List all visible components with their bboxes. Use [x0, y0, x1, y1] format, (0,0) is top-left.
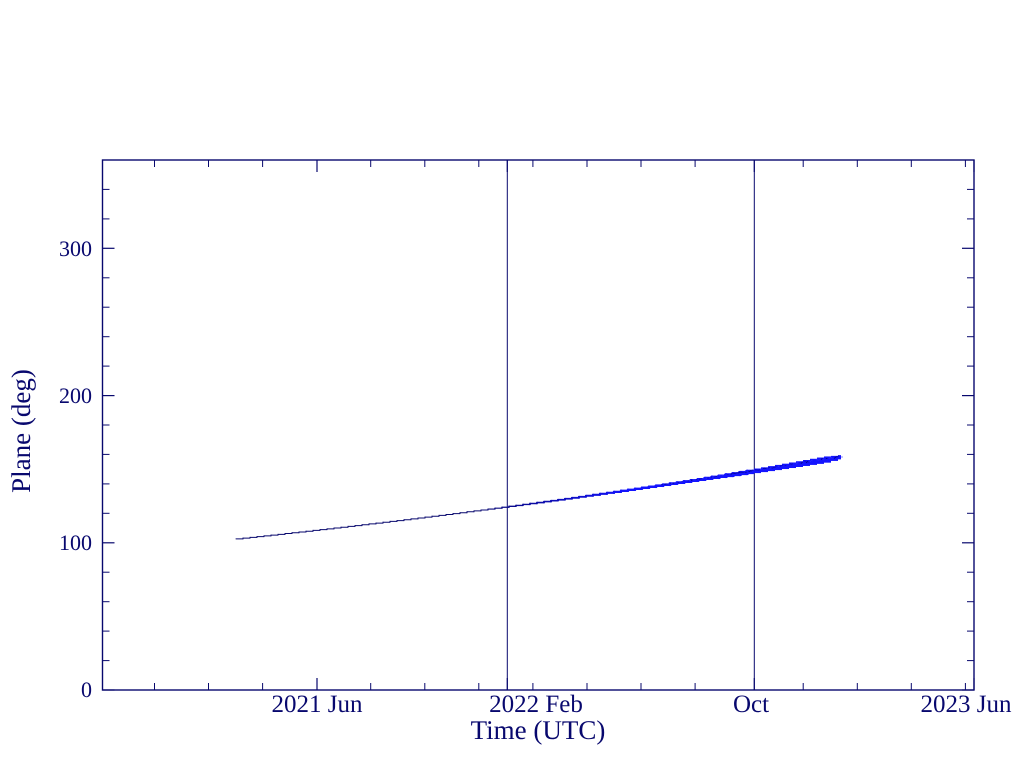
svg-text:200: 200 [59, 383, 92, 408]
svg-text:300: 300 [59, 236, 92, 261]
svg-text:Oct: Oct [733, 691, 769, 718]
svg-text:100: 100 [59, 530, 92, 555]
svg-text:2022 Feb: 2022 Feb [489, 691, 583, 718]
svg-text:Time (UTC): Time (UTC) [471, 715, 606, 745]
svg-text:Plane (deg): Plane (deg) [6, 369, 36, 493]
svg-text:2021 Jun: 2021 Jun [272, 691, 363, 718]
svg-text:2023 Jun: 2023 Jun [921, 691, 1012, 718]
svg-text:0: 0 [81, 677, 92, 702]
